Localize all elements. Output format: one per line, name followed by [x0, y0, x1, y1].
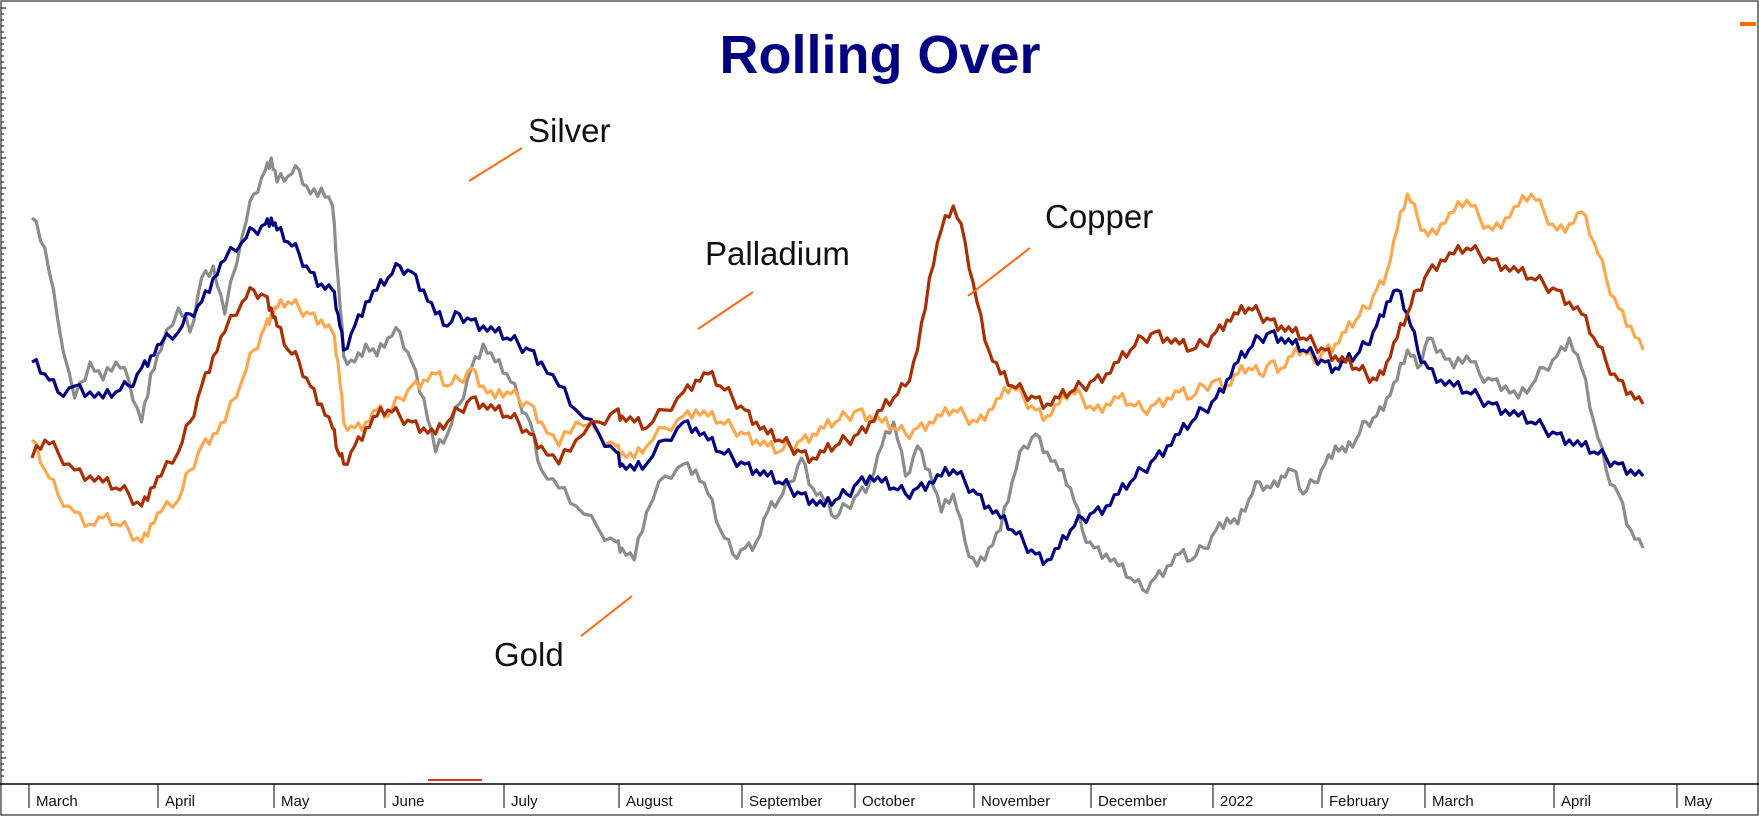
x-tick-label: April	[1561, 793, 1591, 810]
top-right-marker	[1740, 22, 1756, 26]
series-line-gold	[30, 192, 1645, 544]
left-tick-ruler	[1, 7, 6, 777]
x-tick-label: April	[165, 793, 195, 810]
x-tick-label: July	[511, 793, 538, 810]
x-axis-months: March April May June July August September Octo…	[28, 784, 1713, 810]
x-tick-label: 2022	[1220, 793, 1253, 810]
annotation-palladium: Palladium	[697, 235, 850, 330]
annotation-palladium-label: Palladium	[705, 235, 850, 272]
annotation-palladium-leader	[697, 291, 754, 330]
x-tick-label: February	[1329, 793, 1390, 810]
annotation-gold-leader	[580, 595, 633, 637]
annotation-copper: Copper	[967, 198, 1153, 297]
annotation-gold: Gold	[494, 595, 633, 673]
x-tick-label: May	[281, 793, 310, 810]
annotation-gold-label: Gold	[494, 636, 564, 673]
annotation-copper-leader	[967, 247, 1031, 297]
annotation-silver: Silver	[468, 112, 611, 182]
series-line-palladium	[30, 204, 1645, 508]
chart-title: Rolling Over	[719, 25, 1040, 85]
series-line-copper	[31, 216, 1645, 566]
x-tick-label: June	[392, 793, 425, 810]
x-tick-label: March	[1432, 793, 1474, 810]
x-tick-label: October	[862, 793, 915, 810]
annotation-silver-leader	[468, 147, 523, 182]
annotation-copper-label: Copper	[1045, 198, 1153, 235]
x-tick-label: December	[1098, 793, 1167, 810]
x-tick-label: September	[749, 793, 822, 810]
annotation-silver-label: Silver	[528, 112, 611, 149]
series-line-silver	[30, 156, 1645, 594]
x-tick-label: May	[1684, 793, 1713, 810]
series-layer	[30, 156, 1645, 594]
x-tick-label: August	[626, 793, 674, 810]
x-tick-label: March	[36, 793, 78, 810]
x-tick-label: November	[981, 793, 1050, 810]
